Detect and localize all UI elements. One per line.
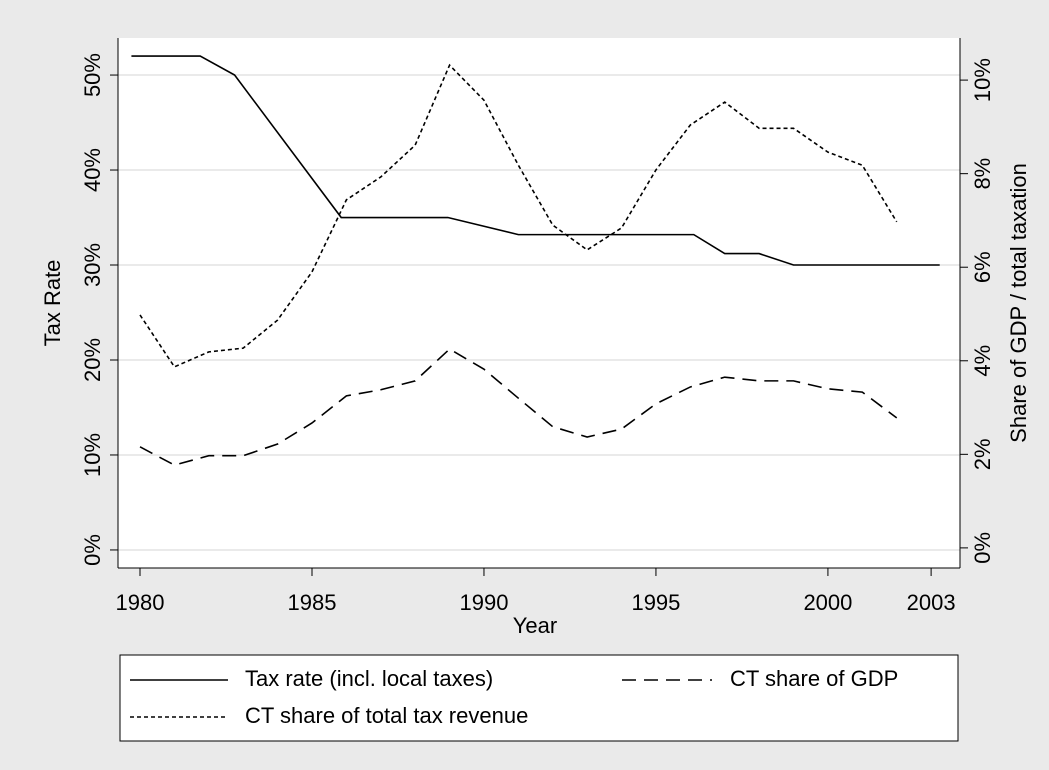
y2-tick-label: 6% [970, 251, 995, 283]
x-tick-label: 1980 [116, 590, 165, 615]
legend-label: Tax rate (incl. local taxes) [245, 666, 493, 691]
plot-area [118, 38, 960, 568]
y-tick-label: 10% [80, 433, 105, 477]
y-axis-title: Tax Rate [40, 260, 65, 347]
x-tick-label: 2003 [907, 590, 956, 615]
y2-tick-label: 8% [970, 158, 995, 190]
x-tick-label: 1990 [459, 590, 508, 615]
x-tick-label: 1995 [631, 590, 680, 615]
legend-label: CT share of total tax revenue [245, 703, 528, 728]
series-line [139, 348, 898, 466]
x-tick-label: 1985 [288, 590, 337, 615]
legend-label: CT share of GDP [730, 666, 898, 691]
series-line [139, 63, 898, 368]
y-tick-label: 0% [80, 534, 105, 566]
y2-tick-label: 0% [970, 532, 995, 564]
x-tick-label: 2000 [803, 590, 852, 615]
y-tick-label: 40% [80, 148, 105, 192]
y-tick-label: 30% [80, 243, 105, 287]
x-axis-title: Year [513, 613, 557, 638]
y2-tick-label: 2% [970, 438, 995, 470]
y2-axis-title: Share of GDP / total taxation [1006, 163, 1031, 443]
legend-box [119, 654, 959, 742]
series-line [131, 55, 940, 266]
y-tick-label: 50% [80, 53, 105, 97]
y-tick-label: 20% [80, 338, 105, 382]
y2-tick-label: 4% [970, 345, 995, 377]
y2-tick-label: 10% [970, 58, 995, 102]
